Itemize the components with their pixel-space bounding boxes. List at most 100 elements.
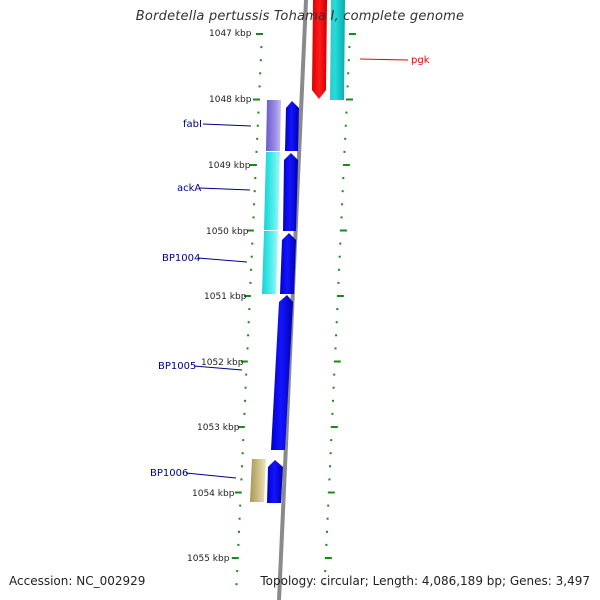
ruler-minor-tick [333, 373, 336, 376]
ruler-minor-tick [326, 530, 328, 533]
kbp-label-1048: 1048 kbp [209, 95, 252, 105]
ruler-minor-tick [241, 465, 243, 468]
cog-block-ackA[interactable] [264, 152, 280, 230]
ruler-minor-tick [243, 412, 246, 415]
ruler-major-tick [324, 557, 332, 559]
ruler-major-tick [240, 360, 248, 363]
ruler-major-tick [349, 33, 356, 35]
leader-BP1005 [193, 365, 243, 371]
ruler-minor-tick [240, 478, 243, 481]
ruler-minor-tick [332, 386, 335, 389]
leader-fabI [202, 123, 252, 127]
ruler-minor-tick [348, 46, 351, 49]
leader-pgk [359, 58, 409, 61]
ruler-major-tick [336, 295, 344, 297]
ruler-minor-tick [346, 85, 349, 88]
ruler-minor-tick [259, 72, 262, 75]
ruler-major-tick [249, 164, 257, 166]
ruler-minor-tick [256, 137, 259, 140]
gene-label-ackA[interactable]: ackA [177, 183, 201, 194]
ruler-minor-tick [327, 504, 330, 507]
ruler-minor-tick [247, 321, 250, 324]
ruler-minor-tick [325, 543, 328, 546]
ruler-major-tick [253, 98, 260, 101]
ruler-minor-tick [258, 85, 261, 88]
ruler-minor-tick [241, 452, 244, 455]
ruler-minor-tick [249, 281, 252, 284]
ruler-minor-tick [254, 177, 257, 180]
ruler-minor-tick [235, 583, 238, 586]
ruler-minor-tick [331, 412, 334, 415]
ruler-minor-tick [334, 347, 337, 350]
ruler-minor-tick [246, 347, 249, 350]
ruler-minor-tick [326, 517, 329, 520]
ruler-major-tick [256, 33, 263, 35]
ruler-minor-tick [260, 46, 263, 49]
leader-BP1006 [185, 472, 237, 479]
ruler-minor-tick [337, 281, 340, 284]
ruler-minor-tick [329, 465, 331, 468]
cog-block-BP1006[interactable] [250, 459, 266, 502]
ruler-minor-tick [250, 268, 253, 271]
ruler-minor-tick [340, 216, 343, 219]
ruler-minor-tick [248, 308, 251, 311]
kbp-label-1051: 1051 kbp [204, 292, 247, 302]
ruler-minor-tick [237, 543, 240, 546]
gene-label-BP1004[interactable]: BP1004 [162, 253, 200, 264]
gene-label-BP1006[interactable]: BP1006 [150, 468, 188, 479]
ruler-minor-tick [239, 504, 242, 507]
ruler-minor-tick [324, 570, 327, 573]
ruler-major-tick [342, 164, 350, 166]
ruler-minor-tick [251, 242, 254, 245]
topology-text: Topology: circular; Length: 4,086,189 bp… [260, 574, 590, 588]
ruler-minor-tick [344, 137, 347, 140]
cds-arrow-BP1004[interactable] [280, 233, 296, 294]
map-title: Bordetella pertussis Tohama I, complete … [135, 9, 465, 24]
ruler-minor-tick [242, 439, 245, 442]
gene-label-fabI[interactable]: fabI [183, 119, 202, 130]
kbp-label-1049: 1049 kbp [208, 161, 251, 171]
kbp-label-1055: 1055 kbp [187, 554, 230, 564]
cog-block-BP1004[interactable] [262, 231, 278, 294]
ruler-minor-tick [252, 216, 255, 219]
ruler-track-left [231, 33, 263, 586]
cog-block-fabI[interactable] [266, 100, 281, 151]
gene-label-BP1005[interactable]: BP1005 [158, 361, 196, 372]
cds-arrow-fabI[interactable] [285, 101, 299, 151]
ruler-major-tick [339, 229, 347, 232]
gene-label-pgk[interactable]: pgk [411, 55, 430, 66]
cds-arrow-pgk[interactable] [312, 0, 327, 99]
ruler-major-tick [333, 360, 341, 363]
ruler-minor-tick [256, 124, 259, 127]
ruler-minor-tick [329, 452, 332, 455]
kbp-label-1053: 1053 kbp [197, 423, 240, 433]
cds-arrow-BP1005[interactable] [271, 295, 293, 450]
kbp-label-1054: 1054 kbp [192, 489, 235, 499]
ruler-major-tick [246, 229, 254, 232]
ruler-minor-tick [343, 150, 346, 153]
ruler-minor-tick [338, 268, 341, 271]
ruler-minor-tick [259, 59, 262, 62]
ruler-minor-tick [344, 124, 347, 127]
ruler-major-tick [237, 426, 245, 428]
ruler-minor-tick [244, 399, 246, 402]
cog-block-pgk[interactable] [330, 0, 345, 100]
ruler-minor-tick [335, 334, 338, 337]
ruler-minor-tick [253, 190, 256, 193]
ruler-minor-tick [347, 59, 350, 62]
ruler-minor-tick [238, 517, 241, 520]
cds-arrow-ackA[interactable] [283, 153, 298, 231]
leader-BP1004 [197, 257, 248, 263]
ruler-minor-tick [328, 478, 331, 481]
ruler-minor-tick [345, 111, 348, 114]
ruler-major-tick [346, 98, 353, 101]
kbp-label-1047: 1047 kbp [209, 29, 252, 39]
cds-arrow-BP1006[interactable] [267, 460, 283, 503]
ruler-major-tick [234, 491, 242, 494]
ruler-minor-tick [245, 373, 248, 376]
ruler-minor-tick [238, 530, 240, 533]
ruler-minor-tick [255, 150, 258, 153]
kbp-label-1050: 1050 kbp [206, 227, 249, 237]
